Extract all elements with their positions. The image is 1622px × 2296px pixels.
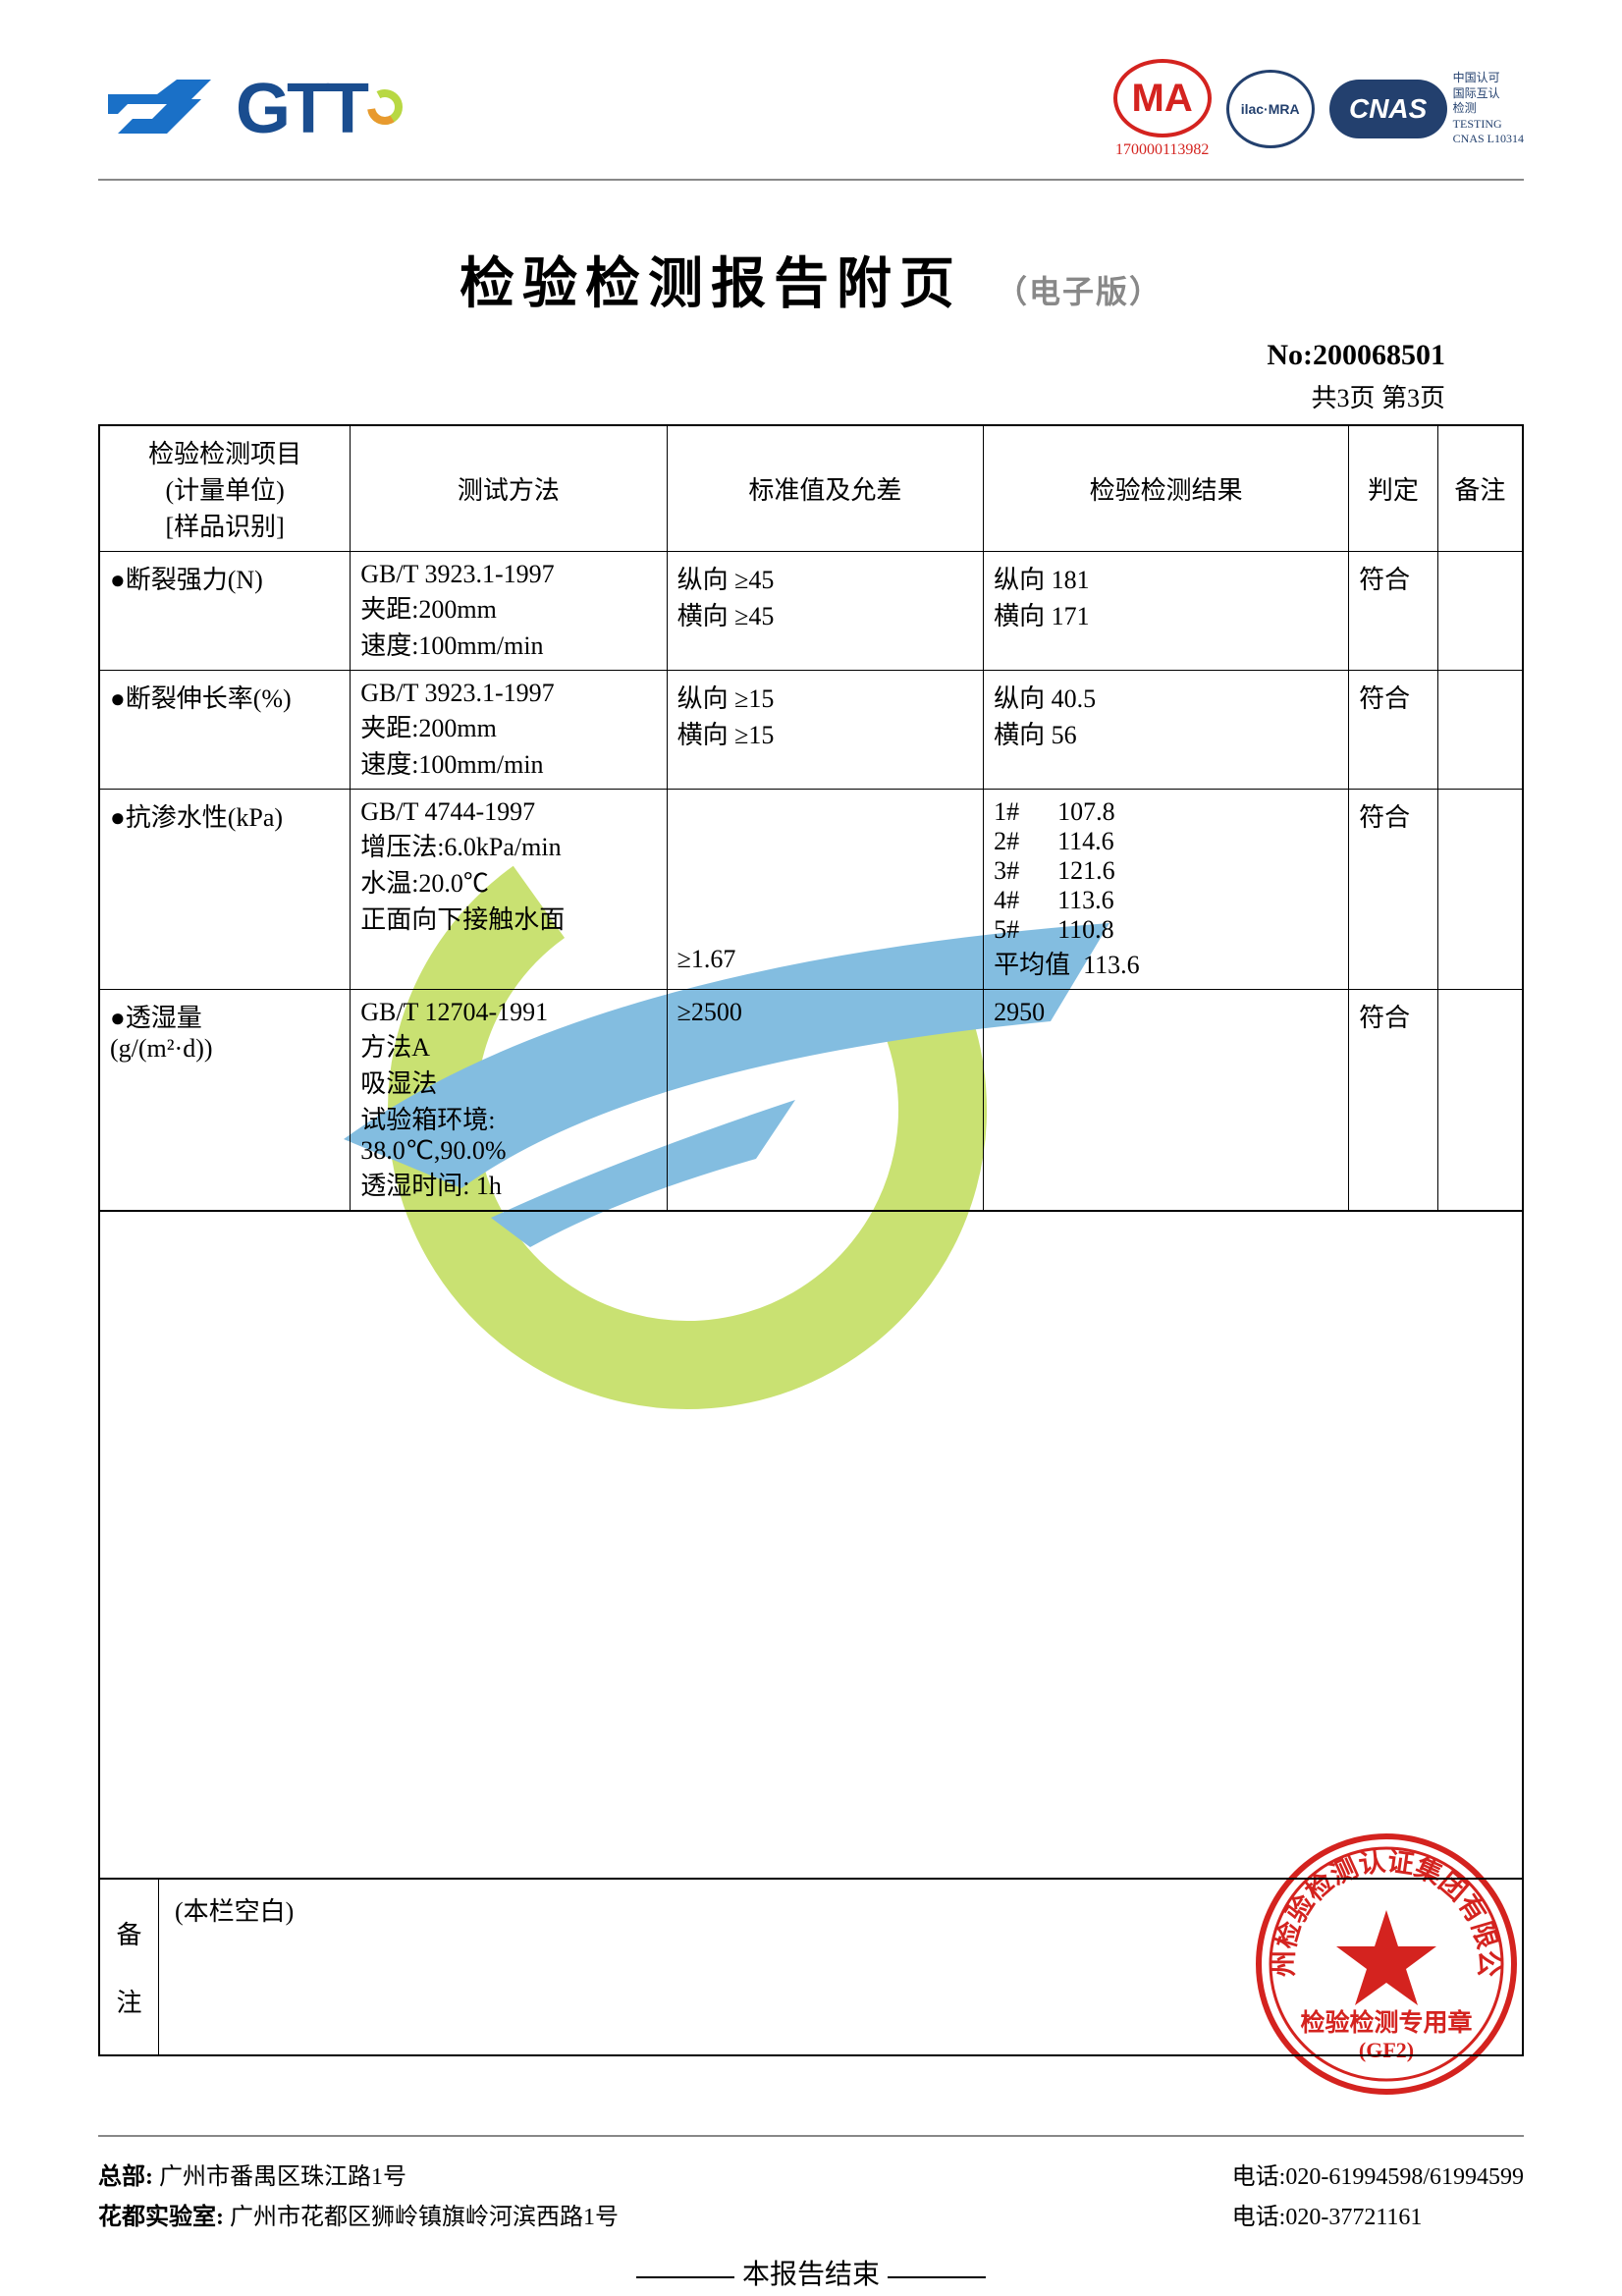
report-no-value: 200068501 [1313,339,1445,371]
gtt-label: GTT [236,70,365,148]
cell-judge: 符合 [1349,671,1438,790]
cell-result: 2950 [984,990,1349,1212]
cell-standard: 纵向 ≥45 横向 ≥45 [667,552,983,671]
remark-char-2: 注 [116,1983,141,2019]
remark-content: (本栏空白) [159,1880,1522,2054]
remark-label: 备 注 [100,1880,159,2054]
table-row: ●抗渗水性(kPa)GB/T 4744-1997 增压法:6.0kPa/min … [99,790,1523,990]
remark-section: 备 注 (本栏空白) [98,1880,1524,2056]
report-title: 检验检测报告附页 [460,240,962,319]
table-row: ●断裂伸长率(%)GB/T 3923.1-1997 夹距:200mm 速度:10… [99,671,1523,790]
cma-number: 170000113982 [1113,141,1212,159]
header-result: 检验检测结果 [984,425,1349,552]
cell-note [1437,790,1523,990]
title-row: 检验检测报告附页 （电子版） [98,240,1524,319]
cell-judge: 符合 [1349,790,1438,990]
header-logos: GTT MA 170000113982 ilac·MRA CNAS 中国认可 国… [98,59,1524,181]
cell-result: 1# 107.8 2# 114.6 3# 121.6 4# 113.6 5# 1… [984,790,1349,990]
ilac-logo: ilac·MRA [1226,70,1315,148]
cell-item: ●透湿量 (g/(m²·d)) [99,990,351,1212]
cnas-logo: CNAS 中国认可 国际互认 检测 TESTING CNAS L10314 [1329,71,1524,147]
report-meta: No:200068501 共3页 第3页 [98,339,1445,414]
cell-item: ●断裂伸长率(%) [99,671,351,790]
cell-note [1437,990,1523,1212]
header-item: 检验检测项目 (计量单位) [样品识别] [99,425,351,552]
cell-judge: 符合 [1349,552,1438,671]
cell-item: ●断裂强力(N) [99,552,351,671]
results-table: 检验检测项目 (计量单位) [样品识别] 测试方法 标准值及允差 检验检测结果 … [98,424,1524,1212]
header-judge: 判定 [1349,425,1438,552]
cell-item: ●抗渗水性(kPa) [99,790,351,990]
cell-judge: 符合 [1349,990,1438,1212]
table-row: ●断裂强力(N)GB/T 3923.1-1997 夹距:200mm 速度:100… [99,552,1523,671]
cma-logo: MA 170000113982 [1113,59,1212,159]
table-header-row: 检验检测项目 (计量单位) [样品识别] 测试方法 标准值及允差 检验检测结果 … [99,425,1523,552]
cell-method: GB/T 4744-1997 增压法:6.0kPa/min 水温:20.0℃ 正… [351,790,667,990]
report-no-label: No: [1267,339,1313,371]
cnas-icon: CNAS [1329,80,1447,138]
gtt-icon [98,75,216,143]
table-row: ●透湿量 (g/(m²·d))GB/T 12704-1991 方法A 吸湿法 试… [99,990,1523,1212]
cell-method: GB/T 12704-1991 方法A 吸湿法 试验箱环境: 38.0℃,90.… [351,990,667,1212]
cert-logos: MA 170000113982 ilac·MRA CNAS 中国认可 国际互认 … [1113,59,1524,159]
cnas-side-text: 中国认可 国际互认 检测 TESTING CNAS L10314 [1453,71,1524,147]
cell-note [1437,671,1523,790]
cell-standard: ≥1.67 [667,790,983,990]
header-note: 备注 [1437,425,1523,552]
header-standard: 标准值及允差 [667,425,983,552]
cell-method: GB/T 3923.1-1997 夹距:200mm 速度:100mm/min [351,552,667,671]
end-of-report: 本报告结束 [98,2253,1524,2292]
header-method: 测试方法 [351,425,667,552]
cell-result: 纵向 40.5 横向 56 [984,671,1349,790]
report-number: No:200068501 [98,339,1445,372]
table-empty-area [98,1212,1524,1880]
cell-method: GB/T 3923.1-1997 夹距:200mm 速度:100mm/min [351,671,667,790]
report-subtitle: （电子版） [996,274,1162,309]
cell-result: 纵向 181 横向 171 [984,552,1349,671]
cell-standard: 纵向 ≥15 横向 ≥15 [667,671,983,790]
page-indicator: 共3页 第3页 [98,378,1445,414]
cell-standard: ≥2500 [667,990,983,1212]
gtt-text: GTT [236,69,405,149]
cell-note [1437,552,1523,671]
remark-char-1: 备 [116,1915,141,1951]
gtt-logo: GTT [98,69,405,149]
cma-icon: MA [1113,59,1212,137]
report-page: GTT MA 170000113982 ilac·MRA CNAS 中国认可 国… [0,0,1622,2296]
gtt-ring-icon [365,87,405,137]
